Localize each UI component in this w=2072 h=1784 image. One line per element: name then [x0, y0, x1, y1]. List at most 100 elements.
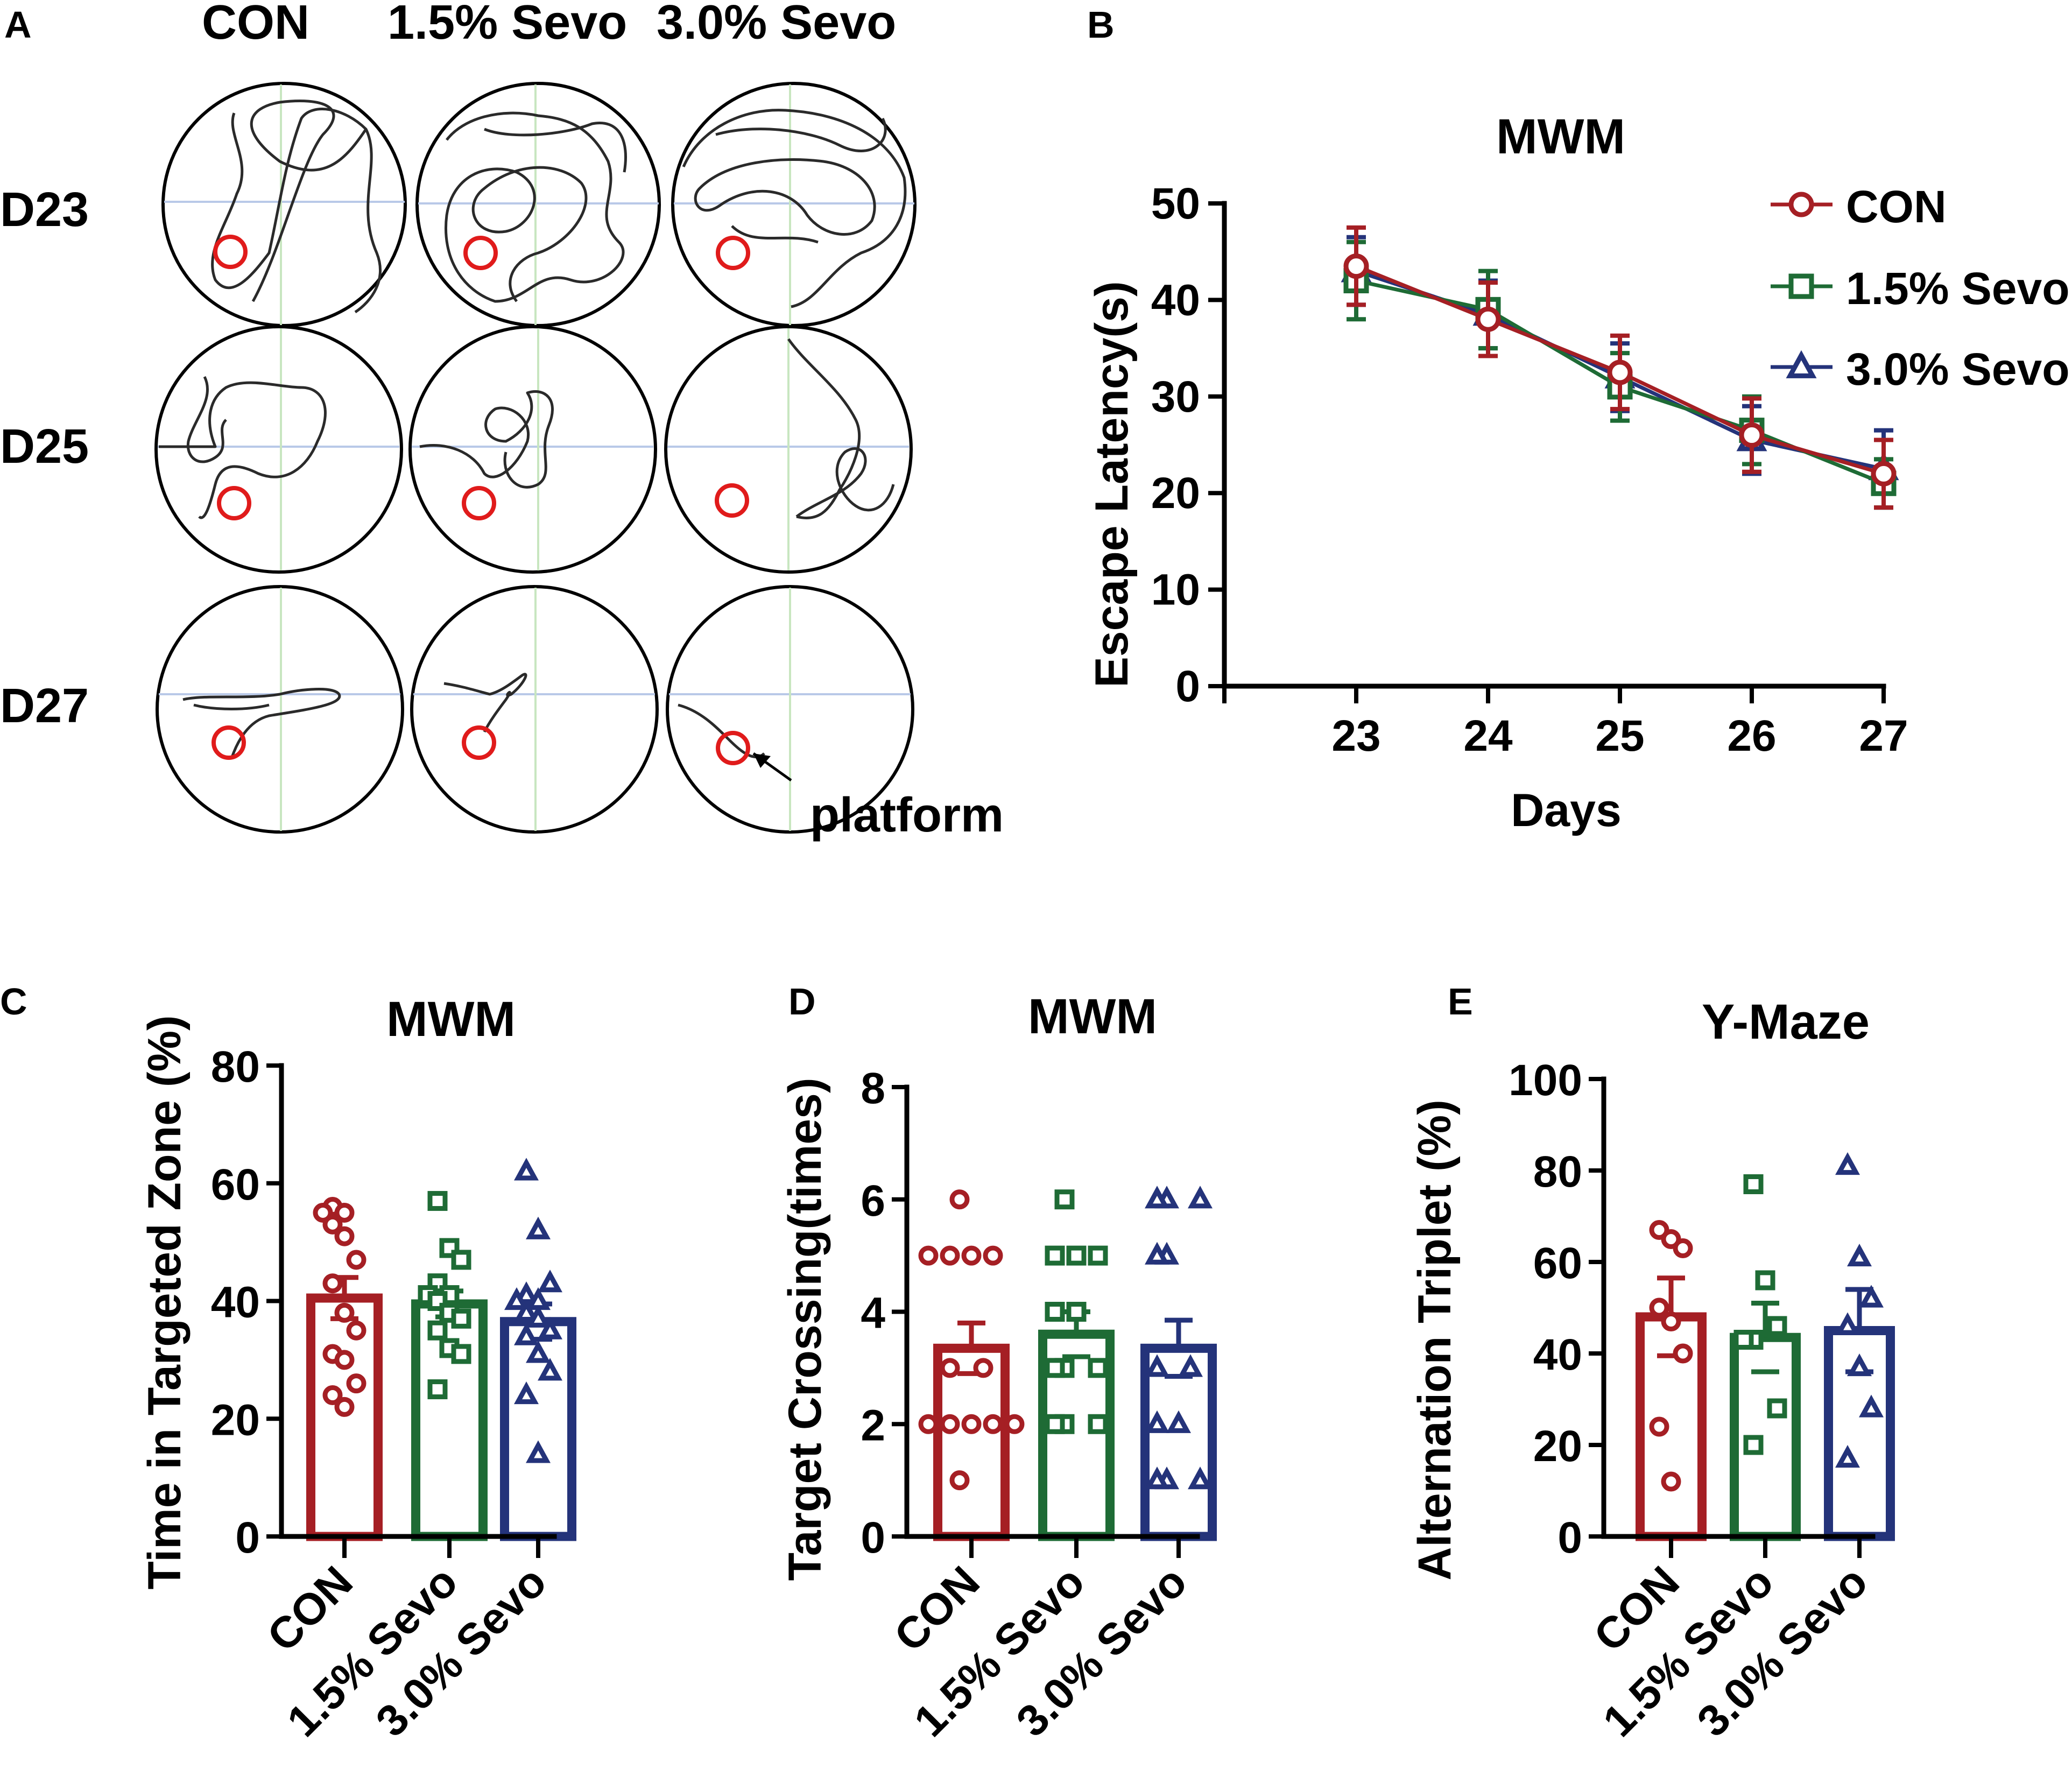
chart-title: MWM [1028, 989, 1157, 1044]
platform-marker [462, 725, 496, 760]
legend-label-con: CON [1846, 181, 1947, 232]
data-point [427, 1191, 448, 1211]
data-point [1004, 1414, 1025, 1434]
x-tick-label: 25 [1595, 711, 1644, 760]
arena-d25-con [154, 325, 403, 574]
data-point [961, 1245, 982, 1266]
bar-group-15-sevo [1038, 1189, 1115, 1541]
data-point [1145, 1354, 1169, 1377]
y-tick-label: 40 [1533, 1330, 1582, 1379]
row-label-d23: D23 [0, 183, 89, 237]
platform-marker [217, 486, 251, 520]
arena-d27-con [156, 585, 404, 834]
x-tick-label: 26 [1727, 711, 1776, 760]
data-point [334, 1202, 355, 1223]
data-point [1661, 1311, 1681, 1331]
legend: CON 1.5% Sevo 3.0% Sevo [1771, 181, 2070, 394]
data-point [1475, 306, 1501, 332]
legend-label-30-sevo: 3.0% Sevo [1846, 344, 2070, 394]
panel-c-bar-chart: C MWM Time in Targeted Zone (%) 0 20 40 60 8… [0, 981, 576, 1746]
data-point [918, 1414, 939, 1434]
arena-d23-15-sevo [415, 82, 661, 327]
chart-title: Y-Maze [1702, 995, 1870, 1049]
data-point [1066, 1245, 1087, 1266]
panel-letter-e: E [1448, 981, 1473, 1023]
col-label-30-sevo: 3.0% Sevo [657, 0, 896, 50]
data-point [1743, 1435, 1764, 1455]
panel-d-bar-chart: D MWM Target Crossing(times) 02468CON1.5… [779, 981, 1217, 1746]
data-point [451, 1250, 471, 1270]
y-tick-label: 0 [1557, 1513, 1582, 1562]
panel-a-tracks: A CON 1.5% Sevo 3.0% Sevo D23 D25 D27 [0, 0, 1004, 842]
data-point [313, 1202, 333, 1223]
data-point [940, 1358, 960, 1378]
series-con [1343, 225, 1897, 510]
y-tick-label: 2 [861, 1401, 885, 1450]
y-axis-label: Escape Latency(s) [1086, 281, 1138, 687]
data-point [983, 1414, 1003, 1434]
data-point [1088, 1358, 1108, 1378]
data-point [1835, 1312, 1860, 1335]
arena-d27-30-sevo [666, 585, 914, 834]
data-point [1767, 1398, 1787, 1419]
platform-label: platform [810, 788, 1004, 842]
data-point [1673, 1238, 1693, 1258]
panel-b-line-chart: B MWM 0 10 20 30 40 50 23 24 25 26 27 Days Escape … [1086, 4, 2070, 836]
arena-d25-15-sevo [408, 325, 657, 574]
panel-letter-b: B [1087, 4, 1115, 46]
data-point [1045, 1414, 1065, 1434]
data-point [1847, 1353, 1872, 1377]
bar-group-15-sevo [1730, 1174, 1801, 1541]
y-tick-label: 4 [861, 1289, 885, 1338]
y-tick-label: 8 [861, 1064, 885, 1113]
arena-d27-15-sevo [410, 585, 659, 834]
data-point [1188, 1466, 1213, 1490]
y-tick-label: 10 [1151, 566, 1200, 615]
data-point [334, 1226, 355, 1246]
y-tick-label: 20 [1533, 1422, 1582, 1471]
data-point [1607, 359, 1633, 385]
data-point [526, 1440, 551, 1463]
platform-marker [462, 486, 496, 520]
data-point [346, 1250, 367, 1270]
data-point [949, 1470, 970, 1491]
data-point [1045, 1245, 1065, 1266]
bar-group-30-sevo [1140, 1186, 1217, 1541]
bar-group-con [918, 1189, 1025, 1541]
arena-d23-con [161, 82, 407, 327]
data-point [1649, 1298, 1669, 1318]
panel-letter-a: A [4, 4, 32, 46]
data-point [1673, 1343, 1693, 1364]
data-point [334, 1397, 355, 1417]
data-point [1755, 1270, 1775, 1291]
col-label-15-sevo: 1.5% Sevo [387, 0, 627, 50]
data-point [1045, 1302, 1065, 1322]
legend-label-15-sevo: 1.5% Sevo [1846, 263, 2070, 314]
y-tick-label: 6 [861, 1176, 885, 1225]
x-tick-label: 24 [1463, 711, 1513, 760]
legend-marker-triangle [1786, 350, 1817, 378]
bar-group-con [306, 1197, 383, 1541]
data-point [1088, 1245, 1108, 1266]
series-group [1341, 225, 1899, 510]
data-point [1859, 1394, 1884, 1418]
y-tick-label: 20 [211, 1395, 260, 1444]
data-point [1188, 1186, 1213, 1209]
data-point [526, 1304, 551, 1328]
data-point [427, 1379, 448, 1400]
y-tick-label: 80 [1533, 1147, 1582, 1196]
data-point [427, 1291, 448, 1311]
data-point [1859, 1285, 1884, 1308]
data-point [949, 1189, 970, 1210]
data-point [1767, 1316, 1787, 1336]
legend-marker-square [1788, 273, 1814, 299]
arena-d23-30-sevo [671, 82, 917, 327]
x-tick-label: 23 [1331, 711, 1380, 760]
arena-d25-30-sevo [664, 325, 913, 574]
data-point [1739, 422, 1765, 448]
bar-group-30-sevo [1824, 1152, 1895, 1541]
data-point [427, 1320, 448, 1341]
data-point [1145, 1186, 1169, 1209]
